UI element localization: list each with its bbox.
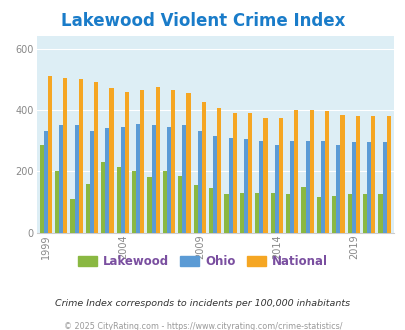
Bar xyxy=(301,187,305,233)
Bar xyxy=(294,110,298,233)
Bar xyxy=(186,93,190,233)
Bar xyxy=(270,193,274,233)
Bar xyxy=(386,116,390,233)
Bar xyxy=(44,131,48,233)
Bar xyxy=(224,194,228,233)
Bar xyxy=(331,196,335,233)
Bar xyxy=(263,117,267,233)
Bar xyxy=(335,145,340,233)
Text: Crime Index corresponds to incidents per 100,000 inhabitants: Crime Index corresponds to incidents per… xyxy=(55,299,350,308)
Bar xyxy=(305,141,309,233)
Bar xyxy=(217,108,221,233)
Bar xyxy=(74,125,79,233)
Bar xyxy=(278,117,282,233)
Bar xyxy=(309,110,313,233)
Bar xyxy=(151,125,155,233)
Bar xyxy=(377,194,382,233)
Bar xyxy=(101,162,105,233)
Bar xyxy=(63,78,67,233)
Bar xyxy=(182,125,186,233)
Bar xyxy=(259,141,263,233)
Bar xyxy=(362,194,366,233)
Bar xyxy=(197,131,201,233)
Bar xyxy=(228,138,232,233)
Bar xyxy=(254,193,259,233)
Bar xyxy=(213,136,217,233)
Bar xyxy=(247,113,252,233)
Bar xyxy=(109,88,113,233)
Bar xyxy=(232,113,236,233)
Bar xyxy=(324,112,328,233)
Bar xyxy=(105,128,109,233)
Bar xyxy=(382,142,386,233)
Bar xyxy=(39,145,44,233)
Bar xyxy=(59,125,63,233)
Bar xyxy=(116,167,120,233)
Bar xyxy=(320,141,324,233)
Bar xyxy=(70,199,75,233)
Bar xyxy=(316,197,320,233)
Bar xyxy=(132,171,136,233)
Bar xyxy=(155,87,160,233)
Text: Lakewood Violent Crime Index: Lakewood Violent Crime Index xyxy=(61,12,344,30)
Bar xyxy=(178,176,182,233)
Bar xyxy=(290,141,294,233)
Bar xyxy=(285,194,290,233)
Bar xyxy=(125,91,129,233)
Bar xyxy=(366,142,370,233)
Bar xyxy=(55,171,59,233)
Text: © 2025 CityRating.com - https://www.cityrating.com/crime-statistics/: © 2025 CityRating.com - https://www.city… xyxy=(64,322,341,330)
Bar xyxy=(347,194,351,233)
Bar xyxy=(120,127,125,233)
Bar xyxy=(48,76,52,233)
Bar xyxy=(140,90,144,233)
Bar xyxy=(171,90,175,233)
Bar xyxy=(370,116,375,233)
Bar xyxy=(239,193,243,233)
Bar xyxy=(209,188,213,233)
Bar xyxy=(340,115,344,233)
Legend: Lakewood, Ohio, National: Lakewood, Ohio, National xyxy=(73,250,332,273)
Bar xyxy=(201,102,205,233)
Bar xyxy=(193,185,197,233)
Bar xyxy=(90,131,94,233)
Bar xyxy=(351,142,355,233)
Bar xyxy=(94,82,98,233)
Bar xyxy=(166,127,171,233)
Bar xyxy=(162,171,166,233)
Bar xyxy=(243,139,247,233)
Bar xyxy=(136,124,140,233)
Bar xyxy=(147,178,151,233)
Bar xyxy=(274,145,278,233)
Bar xyxy=(355,116,359,233)
Bar xyxy=(79,79,83,233)
Bar xyxy=(85,183,90,233)
